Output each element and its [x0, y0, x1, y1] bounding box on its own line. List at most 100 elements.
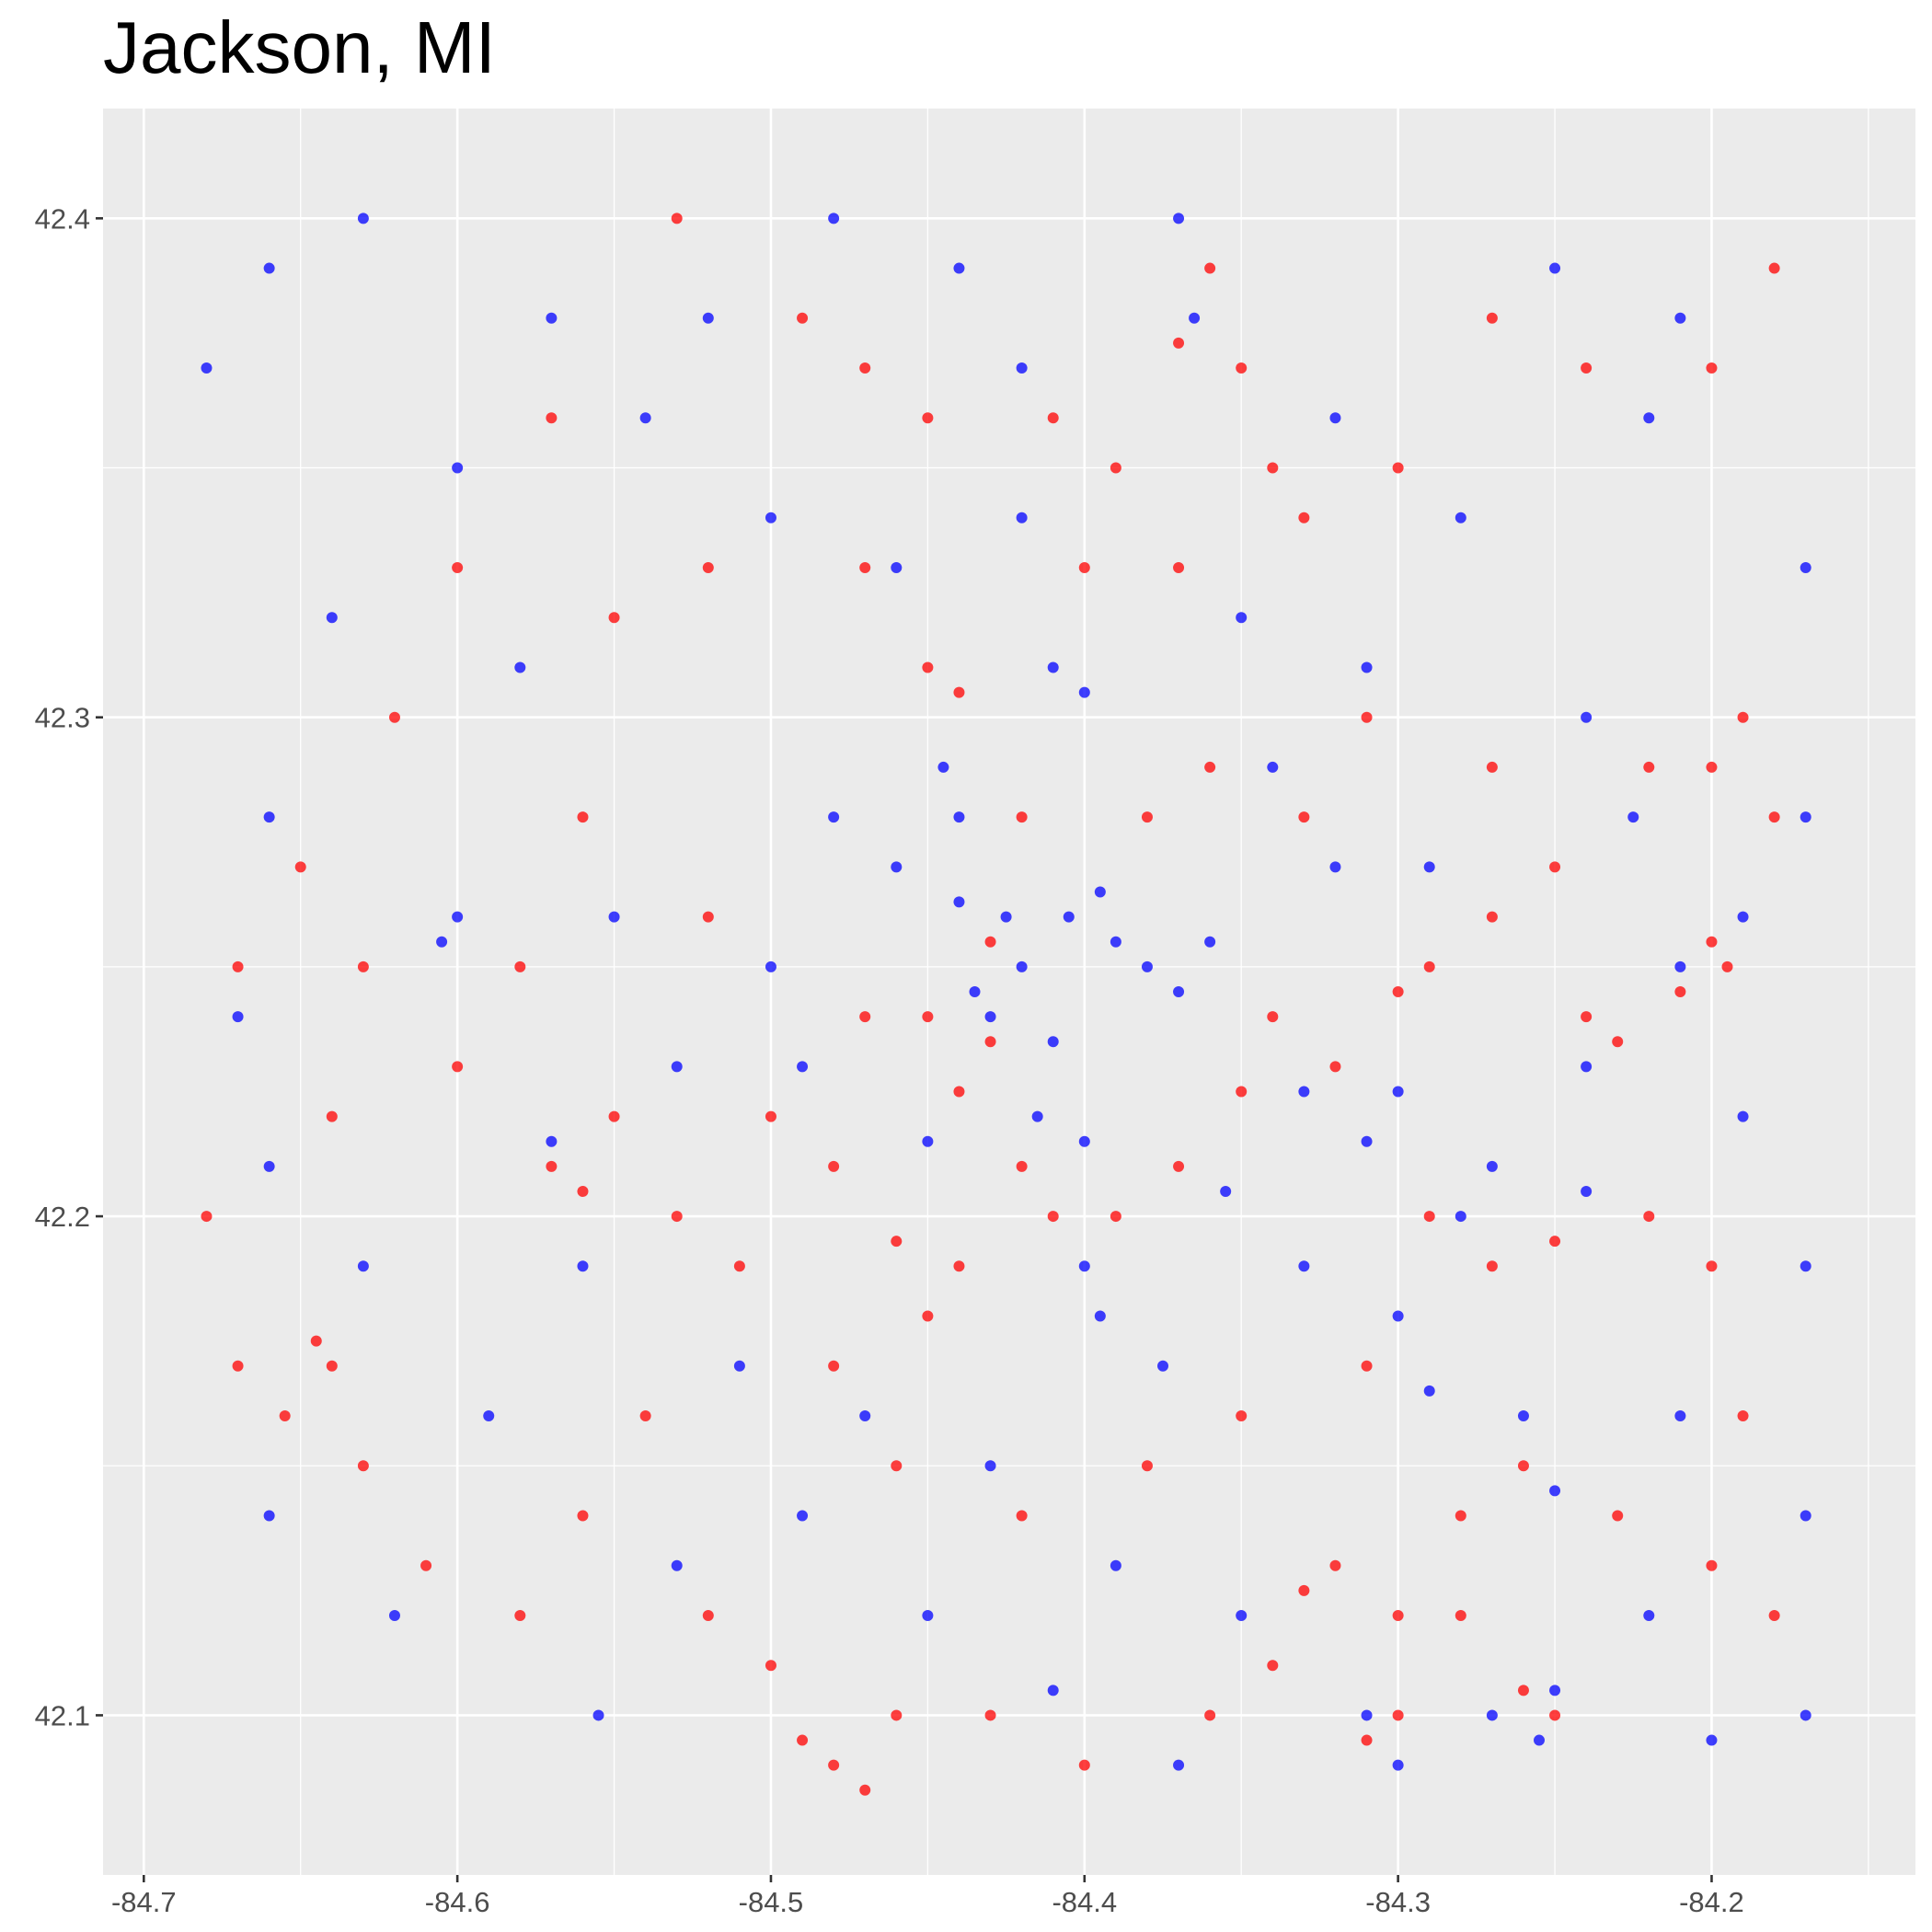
data-point	[922, 1609, 934, 1621]
data-point	[1706, 362, 1718, 374]
data-point	[1486, 1160, 1498, 1172]
y-tick-label: 42.1	[35, 1699, 90, 1731]
data-point	[1549, 262, 1561, 274]
x-tick-label: -84.7	[111, 1886, 177, 1918]
data-point	[1517, 1460, 1529, 1472]
x-tick-label: -84.3	[1365, 1886, 1431, 1918]
data-point	[577, 811, 589, 823]
data-point	[546, 1135, 558, 1147]
data-point	[514, 661, 526, 673]
data-point	[765, 1660, 776, 1672]
data-point	[1549, 861, 1561, 873]
data-point	[546, 412, 558, 424]
data-point	[1173, 213, 1185, 224]
data-point	[1486, 312, 1498, 324]
data-point	[891, 561, 903, 573]
data-point	[388, 711, 400, 723]
data-point	[1486, 1709, 1498, 1721]
data-point	[1016, 1160, 1028, 1172]
data-point	[702, 312, 714, 324]
data-point	[671, 213, 683, 224]
y-axis: 42.1 42.2 42.3 42.4	[35, 202, 103, 1731]
data-point	[1361, 1360, 1373, 1372]
data-point	[1329, 1061, 1341, 1073]
data-point	[953, 686, 965, 698]
data-point	[1706, 936, 1718, 948]
data-point	[1141, 811, 1153, 823]
data-point	[1329, 1559, 1341, 1571]
data-point	[1236, 1410, 1248, 1422]
data-point	[1267, 1660, 1279, 1672]
data-point	[608, 1110, 620, 1122]
data-point	[1643, 761, 1655, 773]
data-point	[1298, 811, 1310, 823]
data-point	[1298, 1086, 1310, 1098]
plot-panel	[103, 109, 1915, 1875]
data-point	[765, 1110, 776, 1122]
y-tick-label: 42.4	[35, 202, 90, 235]
data-point	[984, 1036, 996, 1048]
data-point	[514, 1609, 526, 1621]
data-point	[859, 1784, 871, 1796]
data-point	[1204, 1709, 1216, 1721]
data-point	[1768, 262, 1780, 274]
data-point	[733, 1360, 745, 1372]
data-point	[639, 1410, 651, 1422]
data-point	[310, 1335, 322, 1347]
data-point	[765, 960, 776, 972]
data-point	[1078, 686, 1090, 698]
data-point	[1800, 1510, 1811, 1522]
data-point	[1455, 1609, 1466, 1621]
data-point	[922, 1011, 934, 1023]
data-point	[263, 1160, 275, 1172]
data-point	[1486, 761, 1498, 773]
data-point	[1141, 1460, 1153, 1472]
data-point	[1800, 561, 1811, 573]
data-point	[922, 1135, 934, 1147]
data-point	[1016, 1510, 1028, 1522]
data-point	[1392, 1310, 1404, 1322]
data-point	[357, 960, 369, 972]
data-point	[953, 1260, 965, 1272]
data-point	[1361, 711, 1373, 723]
data-point	[1737, 911, 1749, 923]
data-point	[546, 312, 558, 324]
data-point	[1581, 1011, 1593, 1023]
data-point	[436, 936, 448, 948]
data-point	[671, 1211, 683, 1223]
data-point	[577, 1185, 589, 1197]
data-point	[1800, 1260, 1811, 1272]
data-point	[1549, 1485, 1561, 1497]
data-point	[1768, 811, 1780, 823]
data-point	[1392, 1709, 1404, 1721]
data-point	[639, 412, 651, 424]
data-point	[671, 1061, 683, 1073]
data-point	[1236, 612, 1248, 624]
data-point	[1110, 936, 1121, 948]
data-point	[1016, 960, 1028, 972]
data-point	[1329, 412, 1341, 424]
data-point	[357, 213, 369, 224]
data-point	[1612, 1510, 1624, 1522]
data-point	[1674, 1410, 1686, 1422]
data-point	[1110, 462, 1121, 474]
data-point	[1392, 1759, 1404, 1771]
data-point	[1674, 960, 1686, 972]
data-point	[828, 1360, 840, 1372]
data-point	[1047, 1036, 1059, 1048]
data-point	[1486, 1260, 1498, 1272]
data-point	[452, 911, 464, 923]
data-point	[1455, 1211, 1466, 1223]
data-point	[891, 1460, 903, 1472]
data-point	[1236, 362, 1248, 374]
data-point	[953, 896, 965, 908]
x-tick-label: -84.6	[425, 1886, 490, 1918]
data-point	[953, 1086, 965, 1098]
data-point	[1549, 1709, 1561, 1721]
data-point	[201, 362, 213, 374]
data-point	[1643, 412, 1655, 424]
data-point	[592, 1709, 604, 1721]
chart-title: Jackson, MI	[103, 6, 496, 88]
data-point	[1423, 1385, 1435, 1397]
